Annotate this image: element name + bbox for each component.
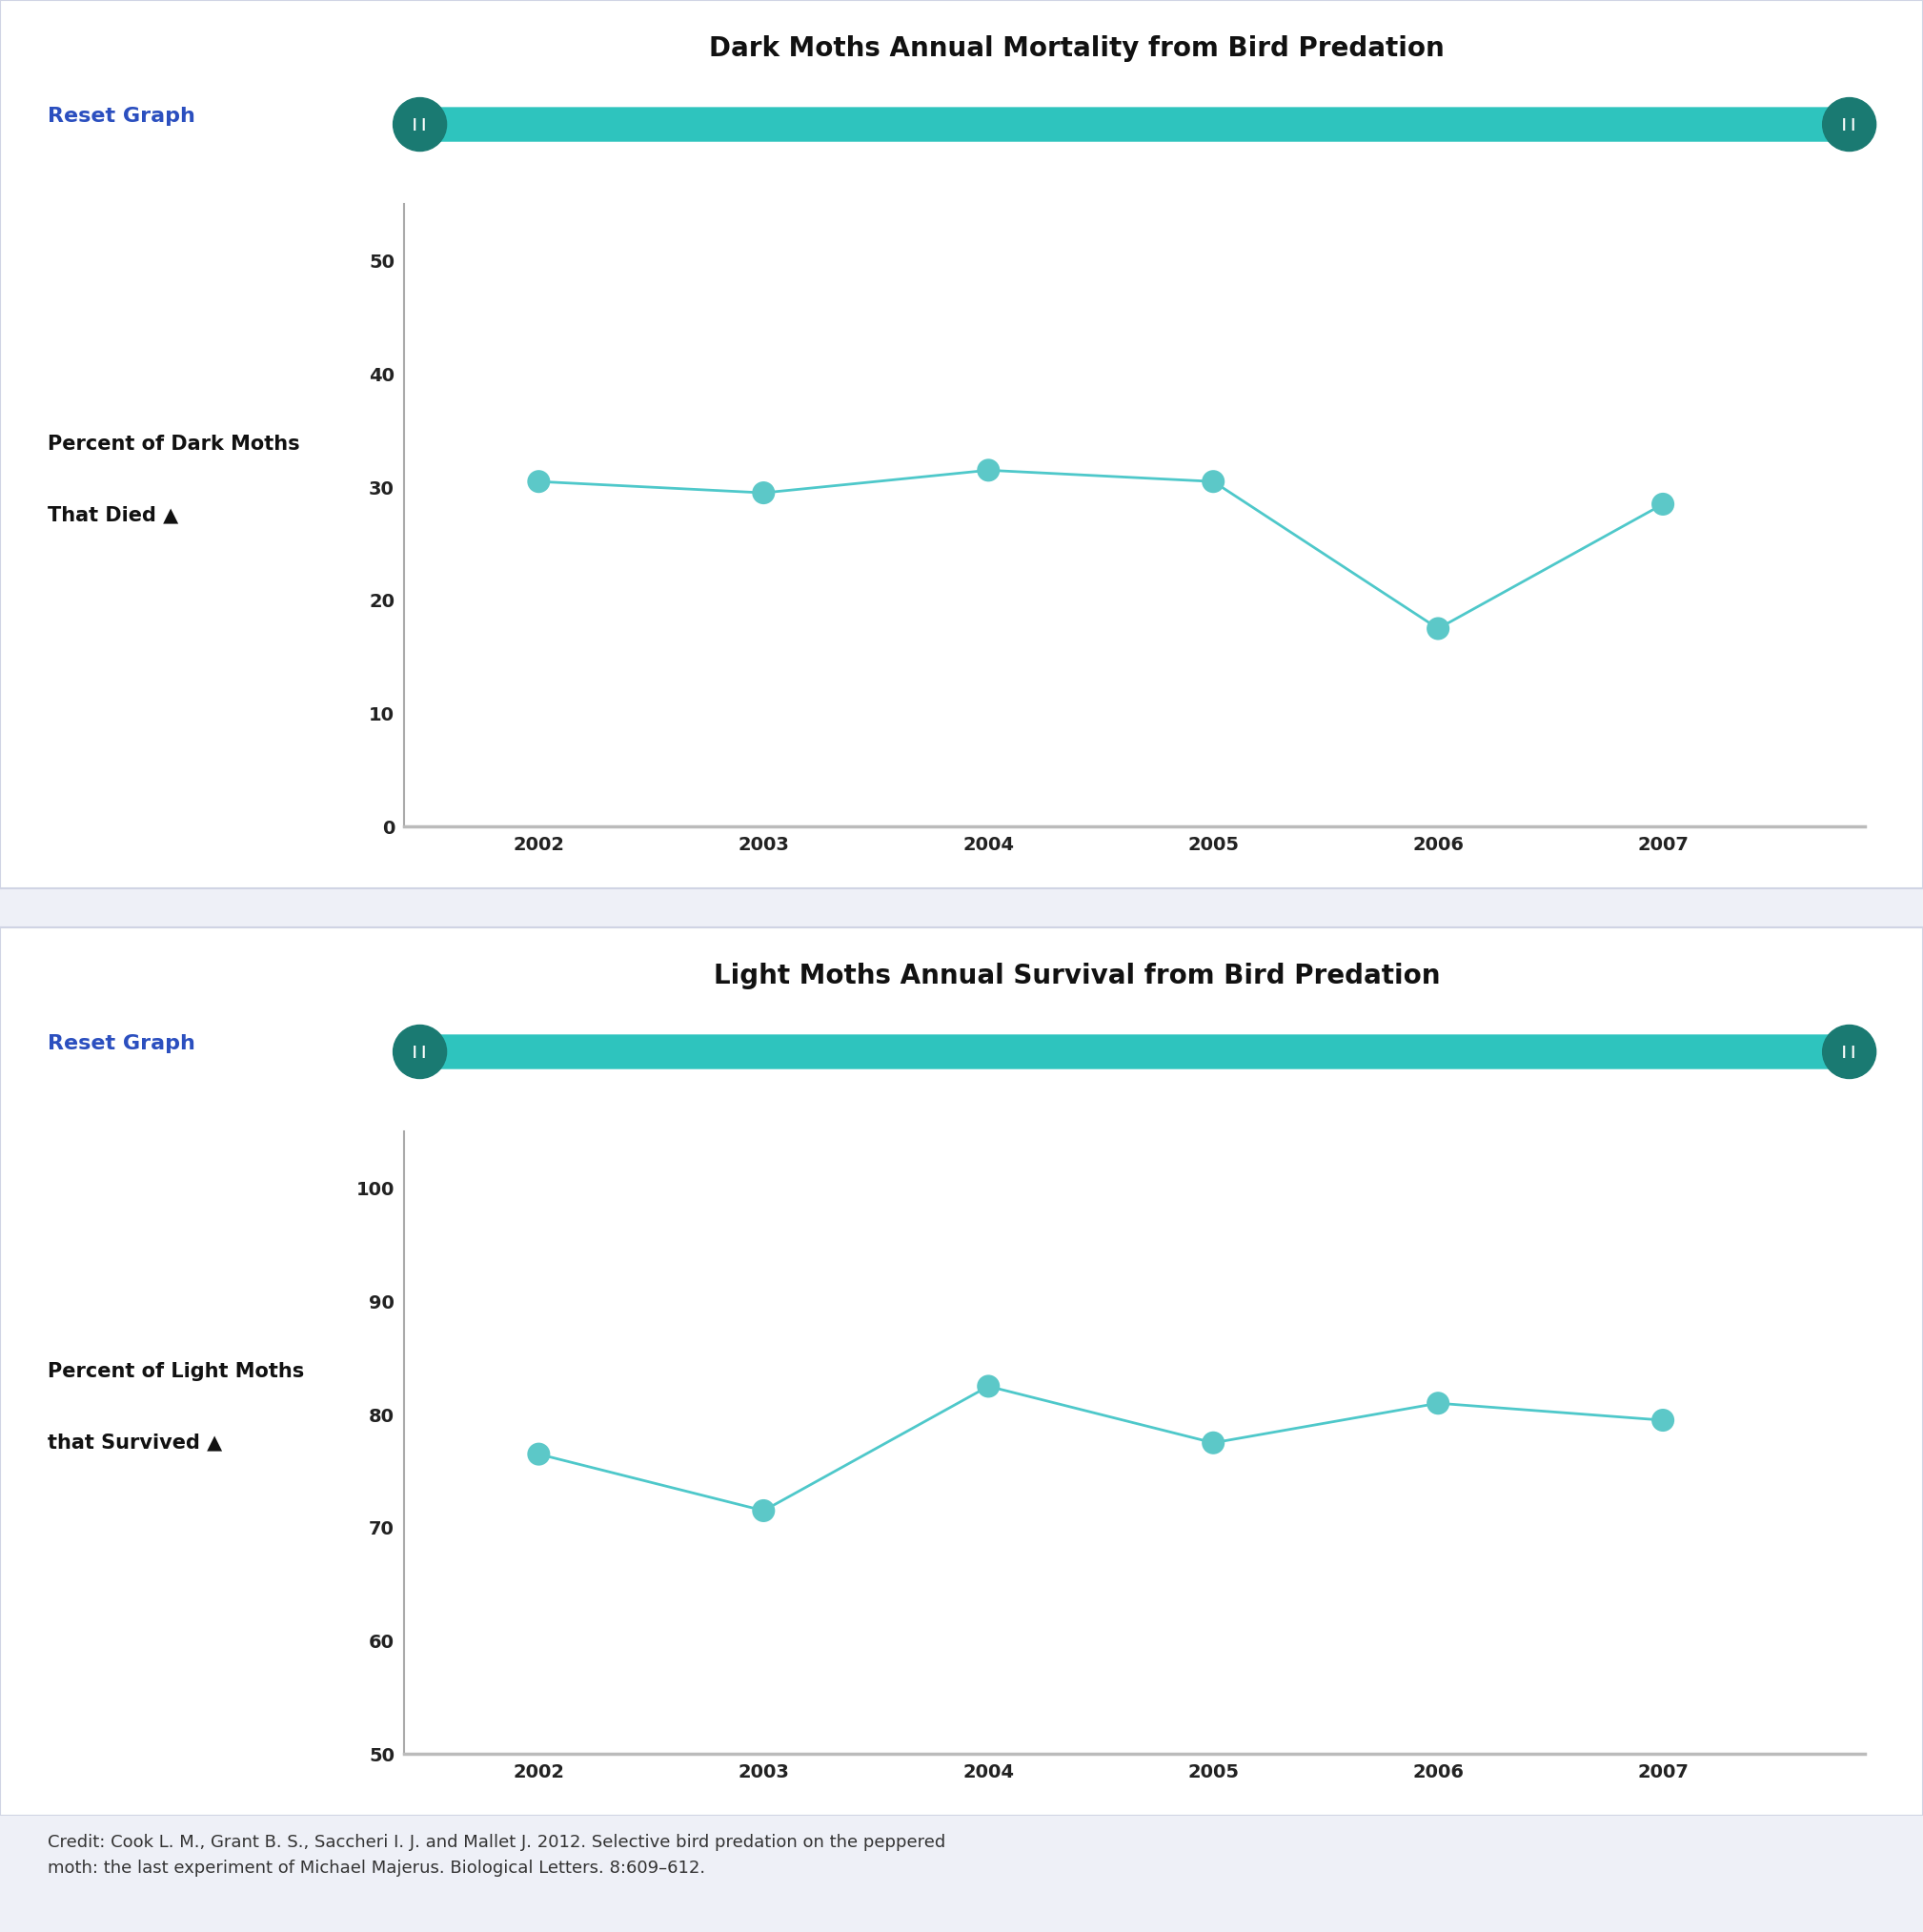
Text: Light Moths Annual Survival from Bird Predation: Light Moths Annual Survival from Bird Pr…	[713, 962, 1440, 989]
Text: Reset Graph: Reset Graph	[48, 1034, 196, 1053]
Text: That Died ▲: That Died ▲	[48, 506, 179, 526]
Text: ❙❙: ❙❙	[1838, 1045, 1860, 1059]
Text: ❙❙: ❙❙	[1838, 118, 1860, 131]
Text: ❙❙: ❙❙	[410, 118, 431, 131]
Ellipse shape	[1823, 99, 1877, 151]
Text: Dark Moths Annual Mortality from Bird Predation: Dark Moths Annual Mortality from Bird Pr…	[710, 35, 1444, 62]
Ellipse shape	[392, 1026, 446, 1078]
Text: Reset Graph: Reset Graph	[48, 106, 196, 126]
Text: Percent of Dark Moths: Percent of Dark Moths	[48, 435, 300, 454]
Text: that Survived ▲: that Survived ▲	[48, 1434, 223, 1453]
FancyBboxPatch shape	[419, 1034, 1850, 1068]
Ellipse shape	[1823, 1026, 1877, 1078]
Ellipse shape	[392, 99, 446, 151]
Text: ❙❙: ❙❙	[410, 1045, 431, 1059]
Text: Percent of Light Moths: Percent of Light Moths	[48, 1362, 304, 1381]
FancyBboxPatch shape	[419, 106, 1850, 141]
Text: Credit: Cook L. M., Grant B. S., Saccheri I. J. and Mallet J. 2012. Selective bi: Credit: Cook L. M., Grant B. S., Saccher…	[48, 1833, 946, 1878]
